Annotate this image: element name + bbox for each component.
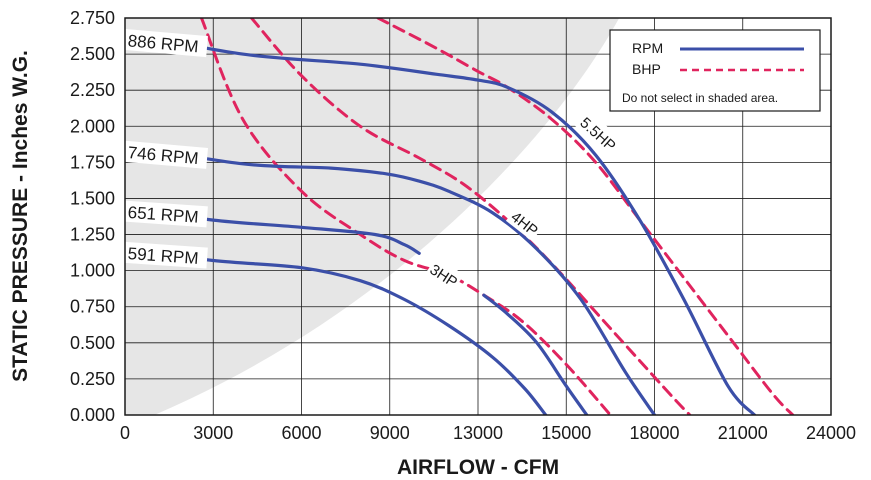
legend-rpm-label: RPM: [632, 40, 663, 56]
y-tick-label: 2.250: [70, 80, 115, 100]
x-tick-label: 15000: [541, 423, 591, 443]
bhp-label-5-5hp-background: [572, 108, 625, 158]
rpm-label-746-rpm-background: [118, 140, 208, 169]
rpm-curve-746-rpm: [125, 143, 657, 415]
y-tick-label: 1.500: [70, 188, 115, 208]
rpm-curve-591-rpm: [125, 247, 548, 415]
x-tick-label: 18000: [629, 423, 679, 443]
rpm-label-886-rpm-background: [118, 28, 208, 58]
x-tick-label: 0: [120, 423, 130, 443]
x-tick-label: 9000: [370, 423, 410, 443]
x-tick-label: 13000: [453, 423, 503, 443]
y-tick-label: 0.750: [70, 297, 115, 317]
rpm-label-886-rpm-group: 886 RPM: [118, 28, 208, 58]
x-axis-title: AIRFLOW - CFM: [397, 456, 559, 479]
y-tick-label: 0.000: [70, 405, 115, 425]
rpm-curve-886-rpm: [125, 30, 757, 415]
bhp-curve-4hp: [250, 18, 692, 415]
rpm-label-746-rpm-group: 746 RPM: [118, 140, 208, 169]
y-tick-label: 1.750: [70, 152, 115, 172]
y-tick-label: 0.500: [70, 333, 115, 353]
shaded-region: [125, 18, 620, 415]
bhp-label-3hp-background: [424, 256, 465, 293]
rpm-curve-651-rpm-lower: [482, 293, 589, 415]
rpm-label-651-rpm-group: 651 RPM: [118, 200, 208, 228]
x-tick-label: 6000: [281, 423, 321, 443]
legend-note: Do not select in shaded area.: [622, 91, 778, 105]
bhp-curve-5-5hp: [376, 18, 795, 415]
rpm-label-591-rpm-group: 591 RPM: [118, 241, 208, 269]
y-tick-label: 0.250: [70, 369, 115, 389]
x-tick-label: 21000: [718, 423, 768, 443]
y-axis-title: STATIC PRESSURE - Inches W.G.: [9, 50, 32, 382]
y-tick-label: 2.000: [70, 116, 115, 136]
legend: RPM BHP Do not select in shaded area.: [609, 29, 821, 112]
legend-bhp-label: BHP: [632, 61, 661, 77]
legend-box: [609, 29, 821, 112]
bhp-label-4hp-background: [505, 204, 545, 242]
rpm-label-651-rpm: 651 RPM: [127, 203, 199, 227]
y-tick-label: 1.000: [70, 261, 115, 281]
rpm-label-591-rpm: 591 RPM: [127, 244, 199, 268]
rpm-label-651-rpm-background: [118, 200, 208, 228]
y-tick-label: 2.750: [70, 8, 115, 28]
rpm-label-591-rpm-background: [118, 241, 208, 269]
x-tick-label: 3000: [193, 423, 233, 443]
y-tick-label: 1.250: [70, 225, 115, 245]
x-tick-label: 24000: [806, 423, 856, 443]
y-tick-label: 2.500: [70, 44, 115, 64]
bhp-curve-3hp: [200, 18, 612, 415]
plot-frame: [124, 17, 832, 416]
